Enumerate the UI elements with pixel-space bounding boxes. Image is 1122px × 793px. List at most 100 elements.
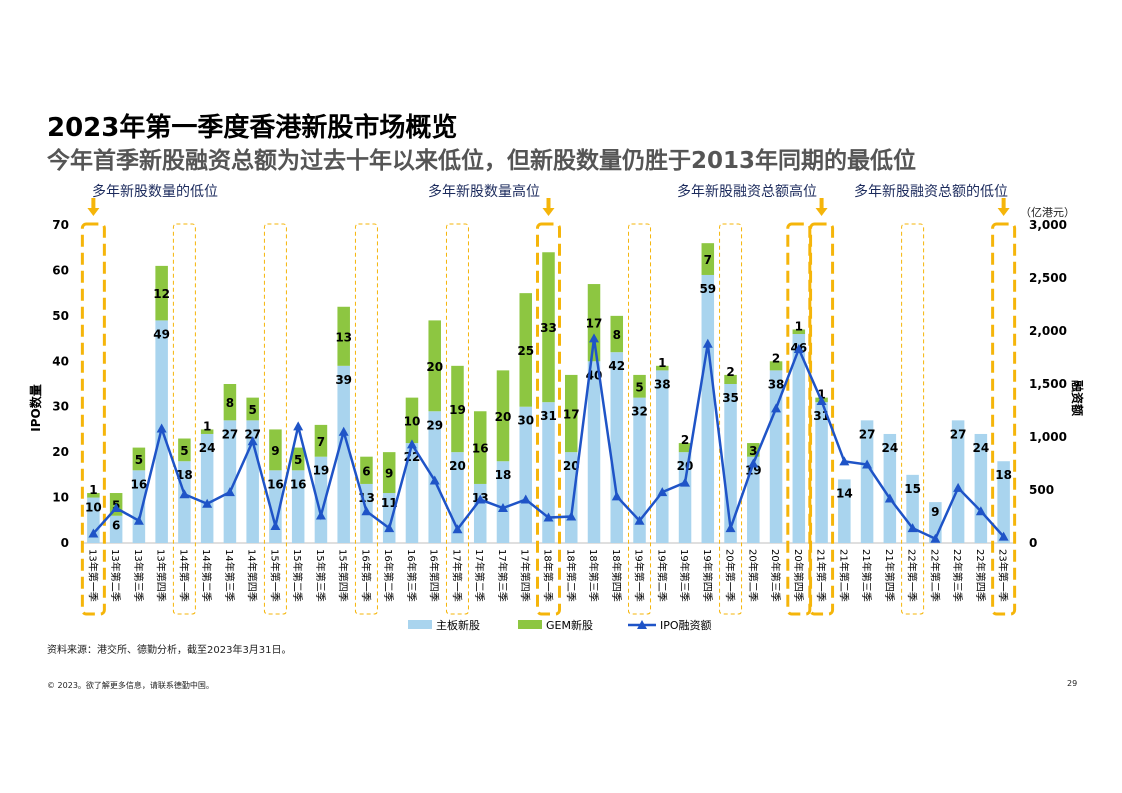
gem-value-label: 5 <box>180 444 188 458</box>
bar-main-board <box>132 470 146 543</box>
main-board-value-label: 30 <box>517 414 534 428</box>
main-board-value-label: 29 <box>426 418 443 432</box>
main-board-value-label: 24 <box>881 441 898 455</box>
bar-gem <box>87 493 100 498</box>
y-right-unit: （亿港元） <box>1020 206 1075 219</box>
y-right-tick: 500 <box>1029 483 1054 497</box>
gem-value-label: 7 <box>704 253 712 267</box>
down-arrow-icon <box>542 198 555 216</box>
bar-gem <box>473 411 487 484</box>
ipo-proceeds-point <box>133 515 144 525</box>
gem-value-label: 1 <box>89 483 97 497</box>
main-board-value-label: 16 <box>131 477 148 491</box>
gem-value-label: 1 <box>817 388 825 402</box>
dashed-period-box <box>719 223 743 615</box>
x-tick-label: 18年第三季 <box>587 549 600 602</box>
down-arrow-icon <box>815 198 828 216</box>
x-tick-label: 22年第一季 <box>906 549 919 602</box>
bar-gem <box>291 447 305 471</box>
dashed-period-box <box>628 223 652 615</box>
bar-gem <box>360 456 373 484</box>
gem-value-label: 1 <box>203 419 211 433</box>
x-tick-label: 16年第二季 <box>382 549 395 602</box>
bar-main-board <box>109 515 123 543</box>
x-tick-label: 14年第一季 <box>177 549 190 602</box>
x-tick-label: 21年第三季 <box>860 549 873 602</box>
ipo-proceeds-point <box>315 510 326 520</box>
bar-gem <box>178 438 191 462</box>
y-left-tick: 0 <box>61 536 69 550</box>
bar-main-board <box>269 470 282 543</box>
main-board-value-label: 6 <box>112 519 120 533</box>
main-board-value-label: 11 <box>381 496 398 510</box>
bar-gem <box>405 397 419 444</box>
ipo-proceeds-point <box>816 395 827 405</box>
ipo-proceeds-point <box>520 494 531 504</box>
x-tick-label: 15年第三季 <box>314 549 327 602</box>
x-tick-label: 22年第二季 <box>928 549 941 602</box>
gem-value-label: 8 <box>226 396 234 410</box>
y-right-tick: 3,000 <box>1029 218 1067 232</box>
ipo-proceeds-point <box>725 523 736 533</box>
x-tick-label: 20年第一季 <box>724 549 737 602</box>
main-board-value-label: 27 <box>859 427 876 441</box>
ipo-proceeds-point <box>566 511 577 521</box>
ipo-proceeds-point <box>406 439 417 449</box>
ipo-proceeds-point <box>247 436 258 446</box>
gem-value-label: 20 <box>426 360 443 374</box>
bar-main-board <box>815 402 828 543</box>
copyright-note: © 2023。欲了解更多信息，请联系德勤中国。 <box>47 681 214 690</box>
bar-main-board <box>200 433 214 543</box>
main-board-value-label: 39 <box>335 373 352 387</box>
ipo-proceeds-point <box>953 482 964 492</box>
gem-value-label: 9 <box>385 467 393 481</box>
main-board-value-label: 49 <box>153 327 170 341</box>
bar-main-board <box>405 443 419 543</box>
ipo-proceeds-point <box>884 493 895 503</box>
ipo-proceeds-point <box>429 475 440 485</box>
bar-gem <box>337 306 350 366</box>
main-board-value-label: 20 <box>563 459 580 473</box>
gem-value-label: 6 <box>362 464 370 478</box>
bar-gem <box>542 252 555 403</box>
y-right-tick: 2,000 <box>1029 324 1067 338</box>
bar-main-board <box>610 352 624 543</box>
x-tick-label: 21年第四季 <box>883 549 896 602</box>
bar-main-board <box>701 274 715 543</box>
gem-value-label: 17 <box>586 317 603 331</box>
bar-main-board <box>314 456 328 543</box>
legend-label-main: 主板新股 <box>436 618 480 632</box>
main-board-value-label: 20 <box>677 459 694 473</box>
ipo-proceeds-point <box>657 487 668 497</box>
main-board-value-label: 16 <box>267 477 284 491</box>
legend-label-gem: GEM新股 <box>546 618 593 632</box>
y-right-tick: 1,000 <box>1029 430 1067 444</box>
down-arrow-icon <box>87 198 100 216</box>
ipo-proceeds-point <box>475 494 486 504</box>
gem-value-label: 5 <box>135 453 143 467</box>
highlight-period-box <box>991 222 1017 616</box>
x-tick-label: 22年第四季 <box>974 549 987 602</box>
main-board-value-label: 32 <box>631 405 648 419</box>
x-tick-label: 20年第二季 <box>746 549 759 602</box>
main-board-value-label: 35 <box>722 391 739 405</box>
ipo-proceeds-point <box>497 503 508 513</box>
ipo-proceeds-point <box>680 477 691 487</box>
gem-value-label: 17 <box>563 408 580 422</box>
highlight-label: 多年新股融资总额的低位 <box>854 183 1008 200</box>
ipo-proceeds-point <box>270 521 281 531</box>
bar-main-board <box>883 433 897 543</box>
gem-value-label: 5 <box>635 380 643 394</box>
gem-value-label: 19 <box>449 403 466 417</box>
main-board-value-label: 16 <box>290 477 307 491</box>
bar-main-board <box>792 334 806 543</box>
main-board-value-label: 38 <box>654 377 671 391</box>
bar-main-board <box>656 370 669 543</box>
x-tick-label: 15年第一季 <box>268 549 281 602</box>
gem-value-label: 20 <box>495 410 512 424</box>
bar-gem <box>701 243 715 275</box>
legend-marker-ipo <box>637 620 647 629</box>
dashed-period-box <box>172 223 196 615</box>
bar-main-board <box>678 452 692 543</box>
